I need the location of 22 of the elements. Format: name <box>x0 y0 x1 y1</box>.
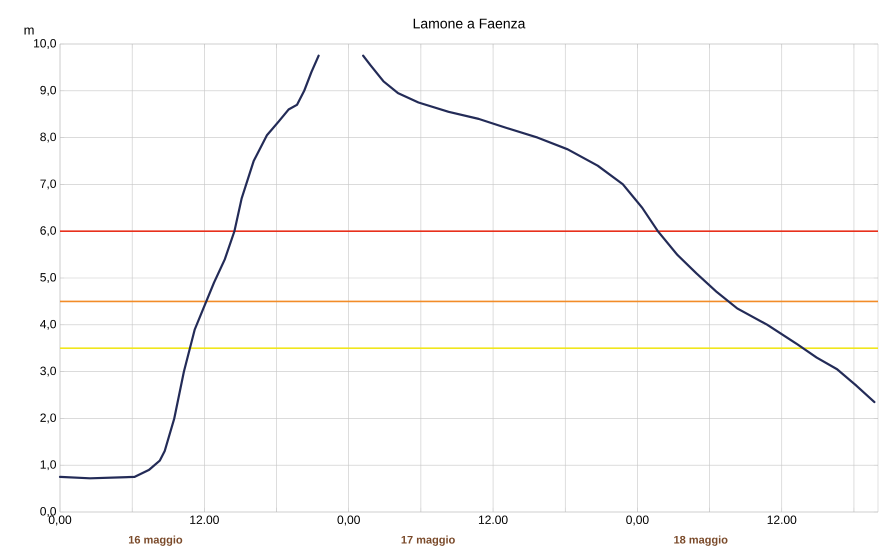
y-tick-label: 10,0 <box>34 38 56 49</box>
text: 16 maggio <box>128 535 182 546</box>
y-tick-label: 9,0 <box>40 86 56 96</box>
chart-title: Lamone a Faenza <box>414 18 526 28</box>
x-tick-label: 12.00 <box>190 515 219 524</box>
y-tick-label: 3,0 <box>40 366 56 376</box>
y-tick-label: 6,0 <box>40 226 56 236</box>
y-tick-label: 5,0 <box>40 272 56 283</box>
x-tick-label: 0,00 <box>48 515 72 526</box>
y-tick-label: 8,0 <box>40 132 56 142</box>
x-tick-label: 0,00 <box>626 515 649 526</box>
x-tick-label: 0,00 <box>338 515 360 526</box>
text: 18 maggio <box>674 535 728 546</box>
x-tick-label: 12.00 <box>768 515 796 524</box>
text: 17 maggio <box>402 535 455 546</box>
y-tick-label: 2,0 <box>40 413 56 424</box>
x-tick-label: 12.00 <box>478 515 508 524</box>
y-tick-label: 7,0 <box>40 179 56 190</box>
y-tick-label: 4,0 <box>40 320 56 330</box>
y-tick-label: 1,0 <box>40 460 56 470</box>
y-tick-label: 0,0 <box>40 506 56 517</box>
y-axis-title: m <box>24 27 34 34</box>
